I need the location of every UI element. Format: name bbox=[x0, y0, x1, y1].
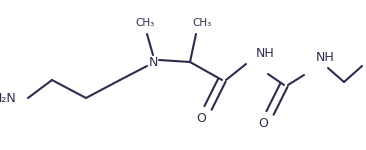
Text: O: O bbox=[258, 117, 268, 130]
Text: CH₃: CH₃ bbox=[193, 18, 212, 28]
Text: N: N bbox=[148, 56, 158, 69]
Text: NH: NH bbox=[256, 47, 275, 60]
Text: H₂N: H₂N bbox=[0, 92, 16, 105]
Text: NH: NH bbox=[316, 51, 335, 64]
Text: O: O bbox=[196, 112, 206, 125]
Text: CH₃: CH₃ bbox=[135, 18, 154, 28]
